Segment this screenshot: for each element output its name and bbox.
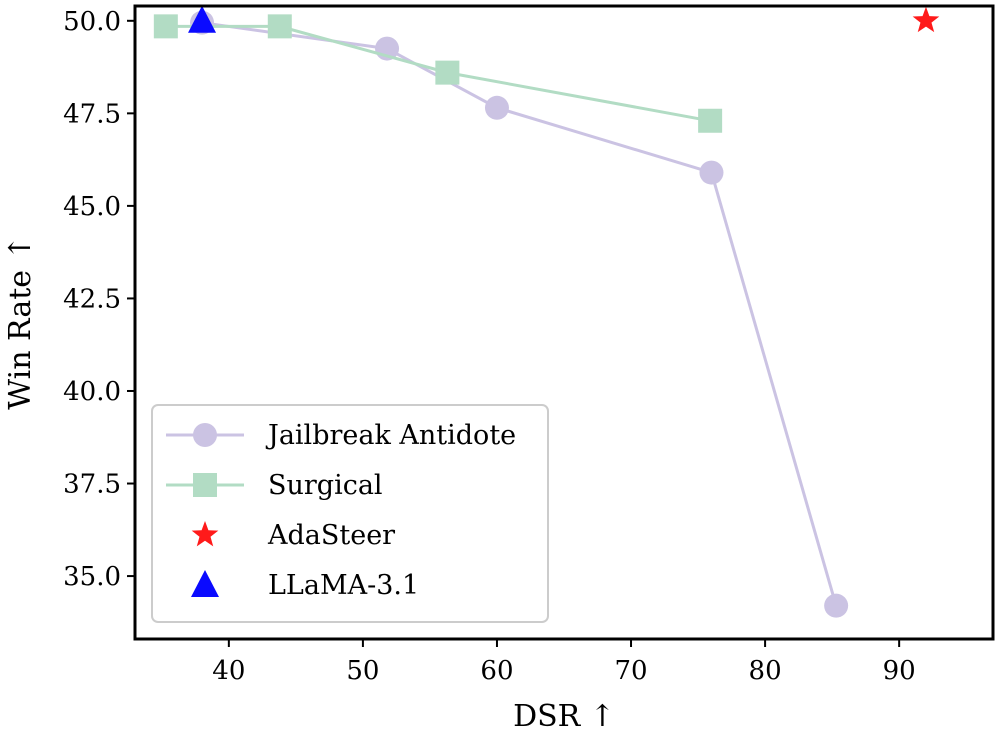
ticks-layer: 40 50 60 70 80 90 35.0 37.5 40.0 42.5 45.0 47.5 50.0 bbox=[63, 7, 916, 686]
y-tick-label: 45.0 bbox=[63, 192, 121, 222]
data-point bbox=[699, 160, 724, 185]
legend-marker bbox=[191, 521, 219, 547]
x-tick-label: 80 bbox=[749, 656, 782, 686]
data-point bbox=[824, 593, 849, 618]
series-surgical bbox=[153, 14, 723, 133]
y-tick-label: 47.5 bbox=[63, 99, 121, 129]
legend-item: Surgical bbox=[166, 470, 383, 501]
x-tick-label: 60 bbox=[480, 656, 513, 686]
legend-item: Jailbreak Antidote bbox=[166, 420, 516, 451]
x-tick-label: 50 bbox=[346, 656, 379, 686]
legend-marker bbox=[193, 423, 217, 447]
data-point bbox=[435, 60, 460, 85]
plot-frame bbox=[133, 4, 995, 641]
x-tick-label: 40 bbox=[212, 656, 245, 686]
x-tick-label: 90 bbox=[883, 656, 916, 686]
x-tick-label: 70 bbox=[614, 656, 647, 686]
legend-marker bbox=[191, 570, 219, 597]
data-point bbox=[153, 14, 178, 39]
y-tick-label: 40.0 bbox=[63, 377, 121, 407]
legend: Jailbreak Antidote Surgical AdaSteer LLaMA-… bbox=[151, 404, 549, 623]
y-axis-label: Win Rate ↑ bbox=[3, 235, 38, 409]
legend-label: AdaSteer bbox=[267, 520, 395, 551]
legend-item: LLaMA-3.1 bbox=[191, 570, 419, 601]
legend-label: Surgical bbox=[268, 470, 383, 501]
y-tick-label: 35.0 bbox=[63, 562, 121, 592]
series-adasteer bbox=[912, 6, 940, 33]
x-axis-label: DSR ↑ bbox=[513, 699, 615, 734]
series-llama-3-1 bbox=[188, 5, 217, 33]
y-tick-label: 37.5 bbox=[63, 470, 121, 500]
series-line bbox=[165, 24, 711, 123]
data-point bbox=[188, 5, 217, 33]
y-tick-label: 42.5 bbox=[63, 284, 121, 314]
y-tick-label: 50.0 bbox=[63, 7, 121, 37]
legend-item: AdaSteer bbox=[191, 520, 395, 551]
legend-marker bbox=[193, 473, 217, 497]
legend-box bbox=[151, 404, 549, 623]
legend-label: LLaMA-3.1 bbox=[268, 570, 419, 601]
data-point bbox=[698, 108, 723, 133]
data-point bbox=[267, 14, 292, 39]
data-point bbox=[912, 6, 940, 33]
data-point bbox=[484, 95, 509, 120]
legend-label: Jailbreak Antidote bbox=[265, 420, 516, 451]
series-layer bbox=[153, 5, 940, 618]
